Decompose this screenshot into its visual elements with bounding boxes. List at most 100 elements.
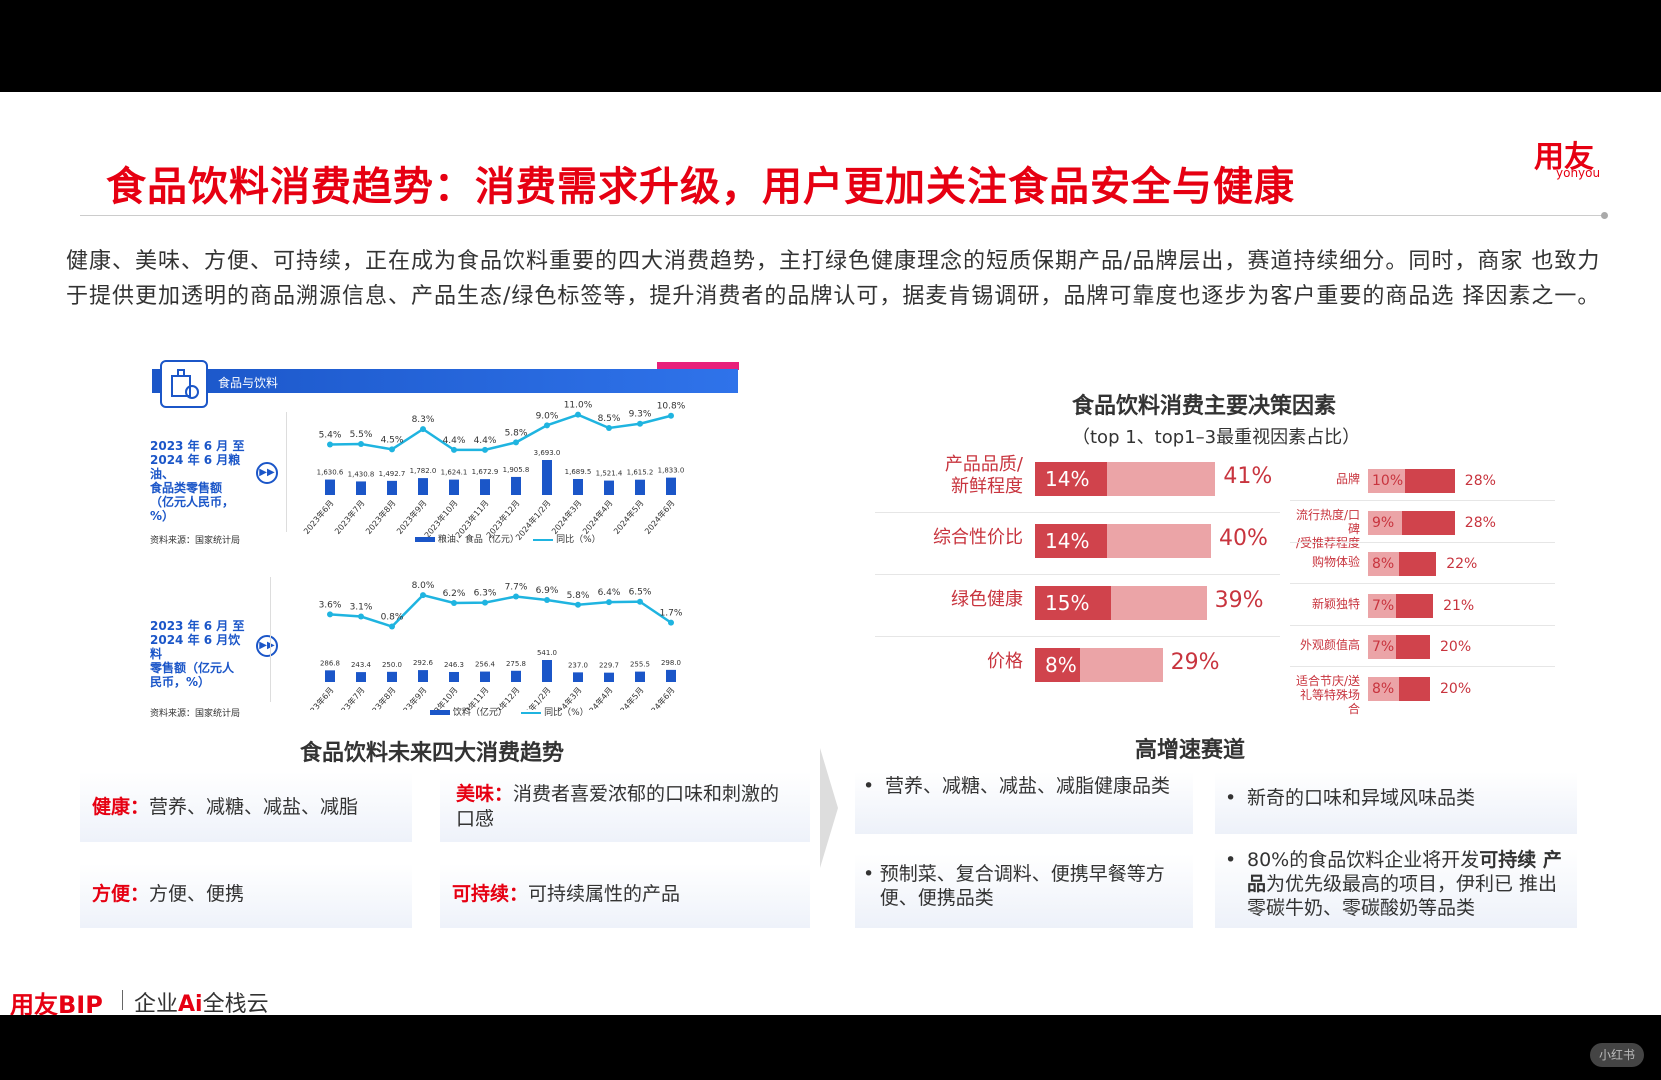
trend-text: 可持续属性的产品 — [528, 883, 681, 905]
x-tick-label: 2024年5月 — [611, 498, 645, 536]
yoy-label: 3.1% — [350, 603, 373, 613]
yoy-point — [668, 619, 674, 626]
bip-brand: 用友BIP — [10, 991, 103, 1015]
retail-sales-chart-food: 1,630.6 1,430.8 1,492.7 1,782.0 1,624.1 1,672… — [301, 401, 686, 542]
yoy-label: 8.5% — [598, 414, 621, 424]
row-separator — [875, 636, 1280, 637]
yoy-point — [327, 441, 333, 448]
chart-bar — [511, 476, 521, 495]
yoy-point — [451, 446, 457, 453]
chart1-legend: 粮油、食品（亿元） 同比（%） — [415, 532, 601, 545]
factor-label-line: 绿色健康 — [951, 589, 1023, 610]
x-tick-label: 2023年7月 — [332, 498, 366, 536]
desc-line: 零售额（亿元人 — [150, 661, 235, 675]
side-label-line: /受推荐程度 — [1295, 535, 1360, 550]
bar-value-label: 1,521.4 — [596, 470, 623, 478]
slogan-ai: Ai — [178, 992, 203, 1015]
panel-label: 食品与饮料 — [218, 376, 279, 390]
side-value-top3: 21% — [1443, 597, 1475, 614]
trend-text: 方便、便携 — [149, 883, 245, 905]
side-value-top1: 7% — [1372, 597, 1395, 614]
factor-value-top3: 40% — [1219, 526, 1268, 551]
bar-value-label: 286.8 — [320, 659, 340, 667]
growth-text-pre: 80%的食品饮料企业将开发 — [1247, 849, 1480, 871]
yoy-label: 6.9% — [536, 586, 559, 596]
growth-box-3: • 预制菜、复合调料、便携早餐等方便、便携品类 — [855, 854, 1193, 928]
chart-bar — [387, 671, 397, 682]
yoy-label: 6.4% — [598, 588, 621, 598]
side-label-line: 品牌 — [1335, 472, 1360, 486]
chart-bar — [480, 671, 490, 682]
yoy-point — [544, 596, 550, 603]
factor-value-top3: 29% — [1170, 650, 1220, 675]
bar-value-label: 1,782.0 — [410, 467, 437, 475]
chart-bar — [325, 479, 335, 495]
growth-text-post: 为优先级最高的项目，伊利已 推出零碳牛奶、零碳酸奶等品类 — [1247, 873, 1558, 919]
side-value-top1: 8% — [1372, 680, 1395, 697]
desc-line: 食品类零售额 — [150, 481, 223, 495]
yoy-point — [451, 600, 457, 607]
yoy-point — [606, 425, 612, 431]
chart1-description: 2023 年 6 月 至 2024 年 6 月粮油、 食品类零售额 （亿元人民币… — [150, 439, 250, 523]
chart2-legend: 饮料（亿元） 同比（%） — [430, 705, 589, 718]
yoy-point — [420, 592, 426, 599]
bullet: • — [863, 863, 875, 885]
side-factor-row: 外观颜值高 7% 20% — [1290, 633, 1555, 663]
legend-bar-label: 饮料（亿元） — [452, 708, 507, 718]
yoy-point — [668, 412, 674, 419]
factor-bar-top1: 14% — [1035, 462, 1107, 496]
yoy-label: 3.6% — [319, 600, 342, 610]
bullet: • — [1225, 849, 1237, 871]
x-tick-label: 2024年3月 — [549, 498, 583, 536]
x-tick-label: 2023年6月 — [301, 685, 335, 710]
bar-value-label: 1,672.9 — [472, 468, 499, 476]
yoy-label: 4.5% — [381, 435, 404, 445]
factor-bar-top1: 15% — [1035, 586, 1111, 620]
growth-box-1: • 营养、减糖、减盐、减脂健康品类 — [855, 772, 1193, 834]
bar-value-label: 237.0 — [568, 661, 588, 669]
side-factor-row: 适合节庆/送 礼等特殊场合 8% 20% — [1290, 674, 1555, 716]
chart2-source: 资料来源：国家统计局 — [150, 709, 241, 719]
panel-accent-strip — [657, 362, 739, 370]
growth-text: 80%的食品饮料企业将开发可持续 产品为优先级最高的项目，伊利已 推出零碳牛奶、… — [1247, 848, 1565, 920]
chart-bar — [635, 479, 645, 495]
bar-value-label: 229.7 — [599, 662, 619, 670]
chart-bar — [666, 669, 676, 682]
legend-line-swatch — [521, 711, 542, 714]
yoy-label: 10.8% — [657, 402, 686, 412]
side-label-line: 礼等特殊场合 — [1299, 687, 1360, 716]
yoy-label: 5.8% — [505, 428, 528, 438]
chart2-divider — [270, 577, 271, 702]
bar-value-label: 250.0 — [382, 661, 402, 669]
yoy-point — [389, 623, 395, 630]
legend-line-label: 同比（%） — [544, 708, 589, 718]
yoy-label: 0.8% — [381, 613, 404, 623]
trend-key: 美味： — [456, 783, 514, 805]
trend-box-taste: 美味：消费者喜爱浓郁的口味和刺激的口感 — [440, 772, 810, 842]
bar-value-label: 1,905.8 — [503, 466, 530, 474]
side-bar-top1 — [1401, 510, 1455, 535]
legend-bar-swatch — [430, 710, 450, 715]
side-value-top1: 7% — [1372, 639, 1395, 655]
yonyou-logo-sub: yonyou — [1556, 166, 1601, 180]
bar-value-label: 3,693.0 — [534, 449, 561, 457]
factor-row: 绿色健康 15% 39% — [875, 576, 1280, 632]
yoy-label: 4.4% — [443, 436, 466, 446]
yoy-label: 5.8% — [567, 591, 590, 601]
yoy-label: 9.3% — [629, 410, 652, 420]
factor-label-line: 综合性价比 — [933, 527, 1023, 548]
yoy-label: 6.5% — [629, 588, 652, 598]
row-separator — [875, 574, 1280, 575]
slogan-pre: 企业 — [134, 992, 179, 1015]
desc-line: 2024 年 6 月饮料 — [150, 633, 241, 661]
yoy-point — [420, 426, 426, 433]
side-factor-label: 购物体验 — [1290, 555, 1360, 569]
desc-line: 2024 年 6 月粮油、 — [150, 453, 241, 481]
yoy-label: 7.7% — [505, 582, 528, 592]
bar-value-label: 255.5 — [630, 661, 650, 669]
bar-value-label: 1,630.6 — [317, 469, 344, 477]
desc-line: （亿元人民币， — [150, 495, 235, 509]
legend-line-label: 同比（%） — [556, 535, 601, 545]
side-factor-label: 外观颜值高 — [1290, 638, 1360, 652]
chart-bar — [449, 479, 459, 495]
